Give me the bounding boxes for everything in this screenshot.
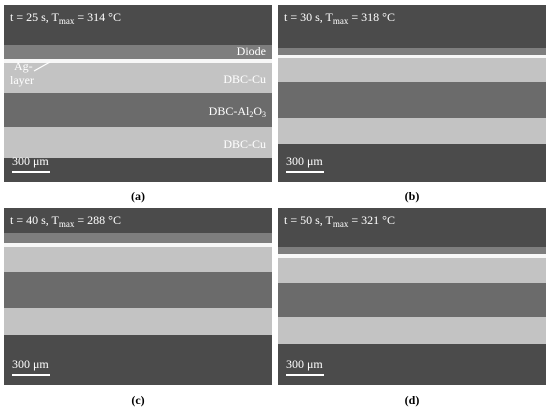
text-part: t = 30 s, T — [284, 10, 334, 24]
temperature-label: t = 25 s, Tmax = 314 °C — [10, 10, 121, 26]
text-part: DBC-Al — [209, 104, 250, 118]
panel-caption: (b) — [405, 189, 420, 203]
temperature-label: t = 50 s, Tmax = 321 °C — [284, 213, 395, 229]
layer-band — [4, 208, 272, 233]
caption-text: (a) — [131, 189, 145, 203]
annotation: DBC-Cu — [223, 137, 266, 151]
scale-bar-label: 300 μm — [286, 154, 323, 168]
annotation-arrow — [33, 61, 51, 72]
annotation: Diode — [237, 44, 266, 58]
annotation: Ag- — [14, 59, 33, 73]
layer-band — [278, 258, 546, 283]
layer-band — [278, 118, 546, 144]
text-part: = 314 °C — [77, 10, 121, 24]
subscript: max — [59, 219, 75, 229]
text-part: t = 40 s, T — [10, 213, 60, 227]
layer-band — [278, 283, 546, 317]
annotation: layer — [10, 73, 34, 87]
layer-band — [4, 93, 272, 127]
panel-caption: (c) — [131, 393, 144, 407]
scale-bar-label: 300 μm — [12, 357, 49, 371]
text-part: t = 50 s, T — [284, 213, 334, 227]
layer-band — [4, 247, 272, 272]
layer-band — [278, 254, 546, 258]
layer-band — [4, 63, 272, 93]
layer-band — [4, 158, 272, 182]
layer-band — [278, 5, 546, 48]
annotation: DBC-Cu — [223, 72, 266, 86]
text-part: = 288 °C — [77, 213, 121, 227]
panel-caption: (a) — [131, 189, 145, 203]
subscript: 2 — [249, 110, 253, 119]
layer-band — [278, 58, 546, 82]
layer-band — [4, 335, 272, 385]
layer-band — [4, 127, 272, 158]
scale-bar-label: 300 μm — [12, 154, 49, 168]
micrograph-panel: t = 50 s, Tmax = 321 °C 300 μm — [278, 208, 546, 385]
micrograph-panel: t = 30 s, Tmax = 318 °C 300 μm — [278, 5, 546, 182]
annotation: DBC-Al2O3 — [209, 104, 266, 119]
layer-band — [4, 272, 272, 308]
subscript: 3 — [262, 110, 266, 119]
layer-band — [278, 55, 546, 58]
scale-bar-label: 300 μm — [286, 357, 323, 371]
micrograph-panel: t = 25 s, Tmax = 314 °C 300 μm Diode Ag-laye… — [4, 5, 272, 182]
layer-band — [278, 247, 546, 254]
layer-band — [278, 344, 546, 385]
layer-band — [278, 317, 546, 344]
caption-text: (d) — [405, 393, 420, 407]
layer-band — [278, 208, 546, 247]
text-part: = 321 °C — [351, 213, 395, 227]
layer-band — [4, 243, 272, 247]
layer-band — [278, 48, 546, 55]
temperature-label: t = 40 s, Tmax = 288 °C — [10, 213, 121, 229]
subscript: max — [59, 16, 75, 26]
layer-band — [4, 45, 272, 59]
temperature-label: t = 30 s, Tmax = 318 °C — [284, 10, 395, 26]
caption-text: (b) — [405, 189, 420, 203]
layer-band — [278, 82, 546, 118]
layer-band — [4, 5, 272, 45]
text-part: = 318 °C — [351, 10, 395, 24]
micrograph-panel: t = 40 s, Tmax = 288 °C 300 μm — [4, 208, 272, 385]
subscript: max — [333, 219, 349, 229]
layer-band — [278, 144, 546, 182]
panel-caption: (d) — [405, 393, 420, 407]
text-part: t = 25 s, T — [10, 10, 60, 24]
caption-text: (c) — [131, 393, 144, 407]
text-part: O — [253, 104, 262, 118]
layer-band — [4, 59, 272, 63]
layer-band — [4, 308, 272, 335]
layer-band — [4, 233, 272, 243]
subscript: max — [333, 16, 349, 26]
